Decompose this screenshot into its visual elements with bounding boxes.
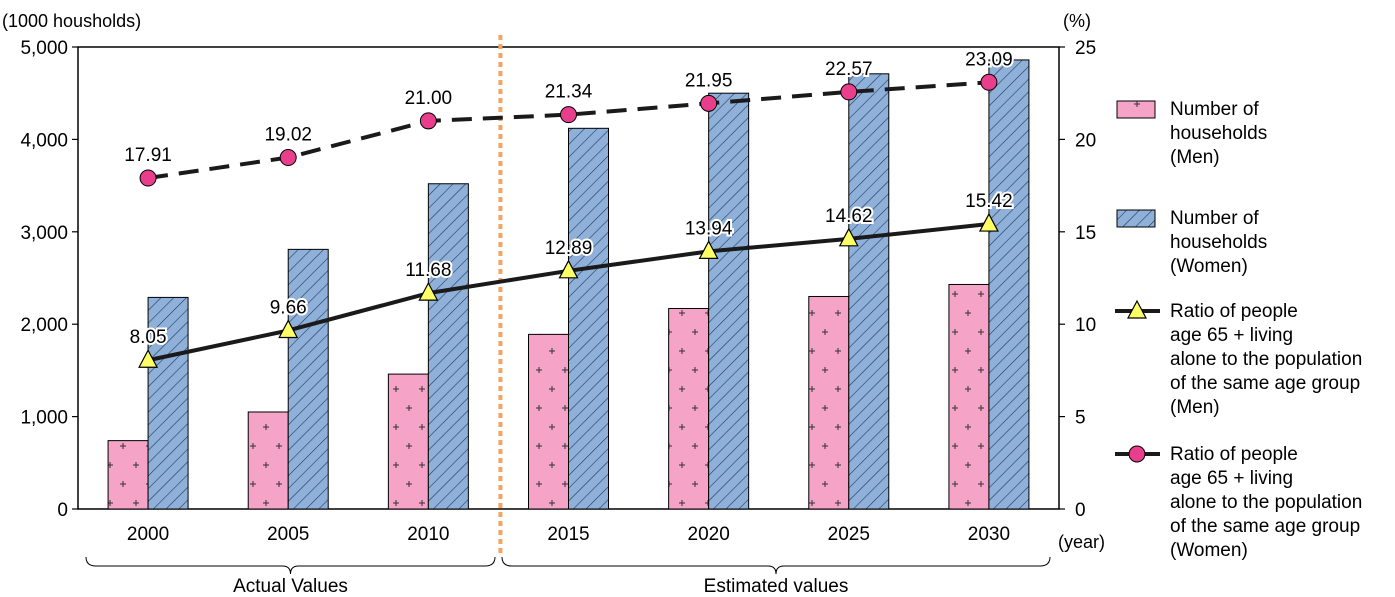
data-label: 14.62 [825,206,873,227]
legend-label: households [1170,123,1267,144]
x-tick-label: 2000 [127,524,169,545]
legend: Number of households (Men) Number of house… [1115,99,1362,561]
y-left-tick-label: 4,000 [20,130,68,151]
y-left-axis: 0 1,000 2,000 3,000 4,000 5,000 [20,38,78,521]
legend-label: Number of [1170,208,1259,229]
x-axis: 2000 2005 2010 2015 2020 2025 2030 [127,524,1010,545]
bar-men [528,333,569,510]
point-men [978,212,999,232]
data-label: 12.89 [545,238,593,259]
data-label: 11.68 [405,260,451,281]
legend-marker-triangle [1127,299,1147,319]
legend-label: age 65 + living [1170,325,1293,346]
y-right-tick-label: 15 [1075,223,1096,244]
x-tick-label: 2005 [267,524,309,545]
legend-label: (Women) [1170,256,1248,277]
bar-women [568,127,609,510]
data-label: 19.02 [264,125,312,146]
y-left-tick-label: 3,000 [20,223,68,244]
x-tick-label: 2020 [688,524,730,545]
group-label: Estimated values [704,576,849,597]
y-right-tick-label: 20 [1075,130,1096,151]
group-label: Actual Values [233,576,348,597]
point-men [558,259,579,279]
legend-label: Number of [1170,99,1259,120]
point-men [278,319,299,339]
legend-label: households [1170,232,1267,253]
point-women [139,169,157,187]
point-women [419,112,437,130]
legend-label: alone to the population [1170,349,1362,370]
y-left-unit: (1000 housholds) [2,11,141,31]
legend-label: (Women) [1170,540,1248,561]
point-women [560,106,577,124]
data-label: 9.66 [270,297,307,318]
legend-swatch-women [1116,209,1156,228]
bar-men [247,411,289,510]
y-left-tick-label: 1,000 [20,408,68,429]
y-right-tick-label: 10 [1075,315,1096,336]
y-right-unit: (%) [1063,11,1091,31]
data-label: 8.05 [130,327,167,348]
bar-women [988,59,1030,510]
point-men [138,348,159,368]
bar-women [848,73,890,510]
y-right-tick-label: 0 [1075,500,1086,521]
bar-women [427,183,469,510]
legend-label: age 65 + living [1170,468,1293,489]
y-left-tick-label: 2,000 [20,315,68,336]
y-left-tick-label: 5,000 [20,38,68,59]
data-label: 23.09 [965,49,1013,70]
x-tick-label: 2025 [828,524,870,545]
data-label: 21.00 [405,88,453,109]
y-right-tick-label: 25 [1075,38,1096,59]
data-label: 21.34 [545,82,593,103]
legend-label: (Men) [1170,147,1220,168]
legend-label: of the same age group [1170,373,1360,394]
y-right-tick-label: 5 [1075,408,1086,429]
point-women [840,83,858,101]
group-brackets: Actual Values Estimated values [85,556,1051,597]
group-bracket [501,556,1051,575]
point-women [279,149,297,167]
data-label: 15.42 [965,191,1013,212]
data-label: 22.57 [825,59,873,80]
legend-swatch-men [1116,100,1156,119]
bar-men [948,283,990,510]
point-women [700,94,718,112]
legend-label: Ratio of people [1170,301,1298,322]
line-layer: 8.05 9.66 11.68 12.89 13.94 14.62 15.42 17.91 19… [122,47,1015,368]
y-right-axis: 0 5 10 15 20 25 [1059,38,1096,521]
group-bracket [85,556,496,575]
x-tick-label: 2010 [407,524,449,545]
point-men [418,281,439,301]
bar-men [387,373,429,510]
legend-label: Ratio of people [1170,444,1298,465]
legend-label: (Men) [1170,397,1220,418]
bar-men [107,440,149,510]
bar-layer [107,59,1030,510]
data-label: 21.95 [685,70,733,91]
legend-marker-circle [1128,445,1146,463]
bar-men [668,307,710,510]
y-left-tick-label: 0 [57,500,68,521]
x-unit: (year) [1058,532,1105,552]
x-tick-label: 2015 [547,524,589,545]
data-label: 13.94 [685,218,733,239]
legend-label: of the same age group [1170,516,1360,537]
bar-women [287,248,329,510]
point-women [980,73,998,91]
x-tick-label: 2030 [968,524,1010,545]
bar-men [808,295,850,510]
point-men [838,227,859,247]
data-label: 17.91 [124,145,172,166]
bar-women [708,92,750,510]
bar-women [147,296,189,510]
legend-label: alone to the population [1170,492,1362,513]
point-men [698,240,719,259]
